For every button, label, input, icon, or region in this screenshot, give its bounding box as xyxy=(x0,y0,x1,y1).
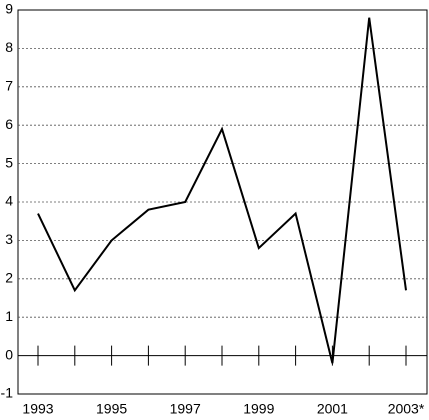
x-tick-label: 1999 xyxy=(243,401,274,417)
y-tick-label: -1 xyxy=(1,385,14,401)
y-tick-label: 6 xyxy=(5,116,13,132)
x-tick-label: 1995 xyxy=(96,401,127,417)
y-tick-label: 4 xyxy=(5,193,13,209)
y-tick-label: 5 xyxy=(5,154,13,170)
y-tick-label: 3 xyxy=(5,231,13,247)
y-tick-label: 7 xyxy=(5,78,13,94)
y-tick-label: 1 xyxy=(5,308,13,324)
y-tick-label: 8 xyxy=(5,39,13,55)
x-tick-label: 1993 xyxy=(22,401,53,417)
y-tick-label: 2 xyxy=(5,270,13,286)
x-tick-label: 2003* xyxy=(388,401,425,417)
x-tick-label: 1997 xyxy=(170,401,201,417)
y-tick-label: 0 xyxy=(5,346,13,362)
data-line xyxy=(37,17,407,364)
y-tick-label: 9 xyxy=(5,1,13,17)
x-tick-label: 2001 xyxy=(317,401,348,417)
